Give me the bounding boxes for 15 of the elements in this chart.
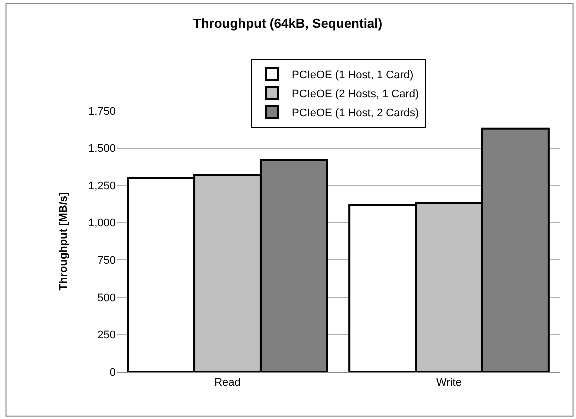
y-tick-label: 1,000 — [88, 218, 116, 230]
y-tick-label: 1,500 — [88, 143, 116, 156]
y-tick-label: 1,750 — [88, 106, 116, 118]
y-tick-label: 250 — [98, 330, 116, 342]
legend-label: PCIeOE (1 Host, 1 Card) — [292, 70, 414, 82]
chart-title: Throughput (64kB, Sequential) — [193, 16, 383, 31]
legend-label: PCIeOE (1 Host, 2 Cards) — [292, 108, 420, 120]
x-tick-label: Write — [436, 377, 462, 390]
x-tick-label: Read — [214, 377, 241, 390]
y-tick-label: 750 — [98, 254, 116, 267]
y-tick-label: 0 — [110, 366, 116, 379]
legend-label: PCIeOE (2 Hosts, 1 Card) — [292, 88, 420, 101]
y-tick-label: 1,250 — [88, 180, 116, 192]
y-axis-title: Throughput [MB/s] — [58, 192, 70, 291]
y-tick-label: 500 — [98, 292, 116, 304]
